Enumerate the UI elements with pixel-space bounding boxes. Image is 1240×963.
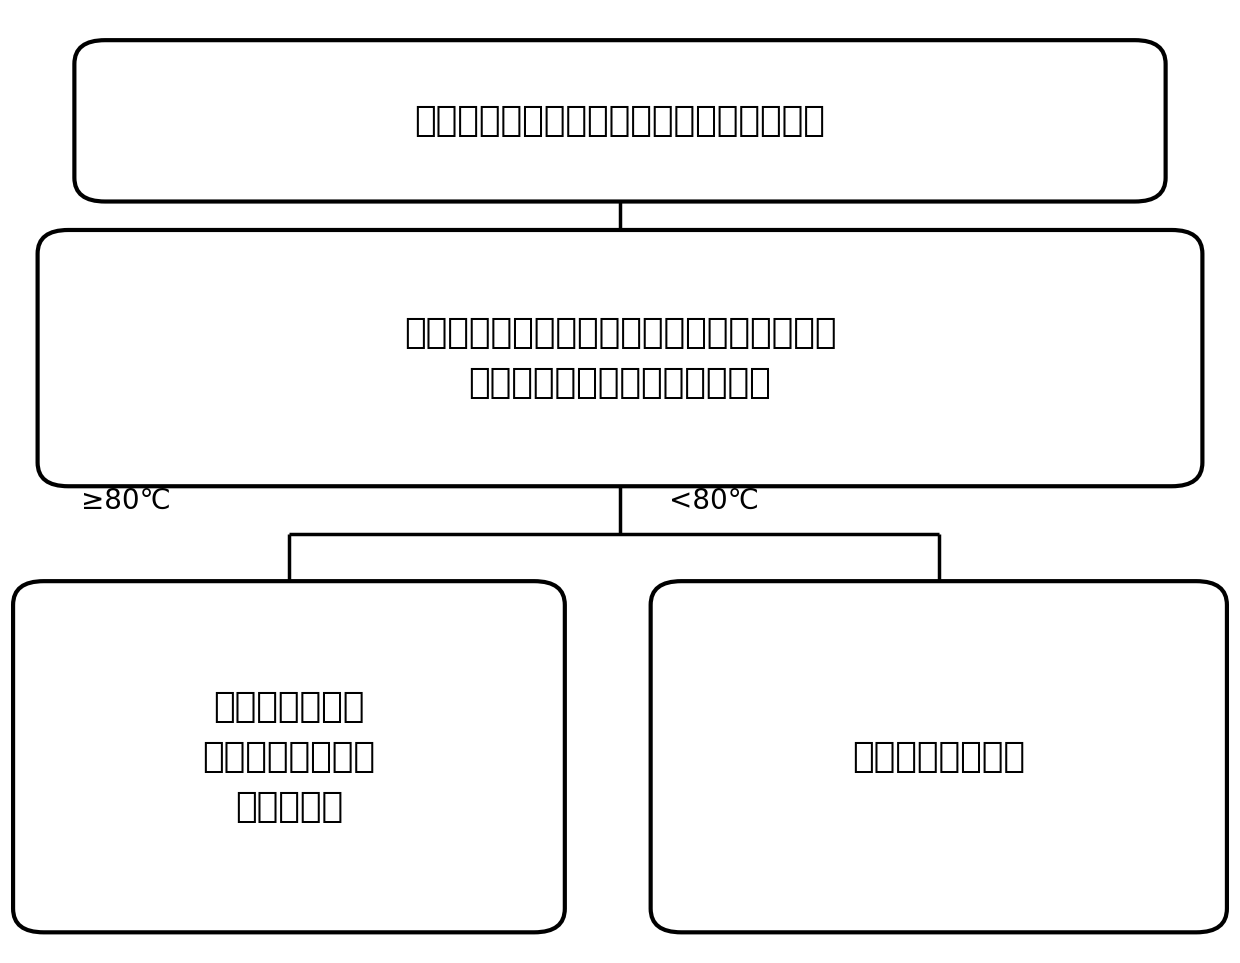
FancyBboxPatch shape — [74, 40, 1166, 201]
Text: ≥80℃: ≥80℃ — [81, 486, 170, 514]
Text: 控制单元接收温度监测单元所测得温度数据: 控制单元接收温度监测单元所测得温度数据 — [414, 104, 826, 138]
FancyBboxPatch shape — [37, 230, 1203, 486]
Text: 根据监测燃料电池温度的温度传感器所发送的
温度数值判断是否开启喷淋散热: 根据监测燃料电池温度的温度传感器所发送的 温度数值判断是否开启喷淋散热 — [404, 316, 836, 401]
Text: 开启喷淋散热，
开启喷淋泵对散热
器进行降温: 开启喷淋散热， 开启喷淋泵对散热 器进行降温 — [202, 690, 376, 824]
FancyBboxPatch shape — [651, 581, 1226, 932]
FancyBboxPatch shape — [14, 581, 565, 932]
Text: 开启散热风扇降温: 开启散热风扇降温 — [852, 740, 1025, 773]
Text: <80℃: <80℃ — [670, 486, 759, 514]
